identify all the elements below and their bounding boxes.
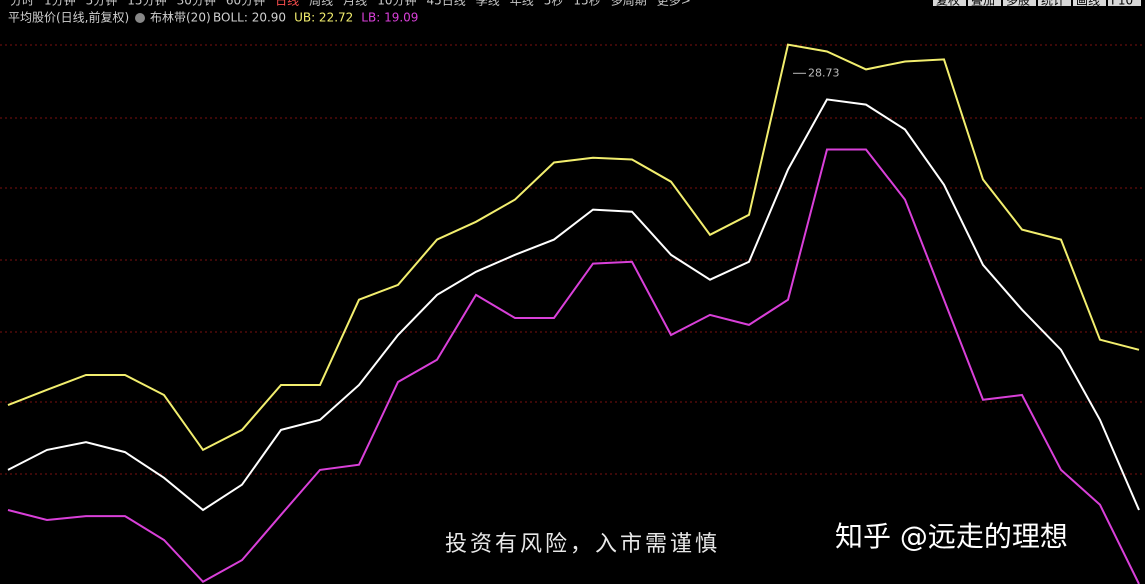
period-tab[interactable]: 1分钟 — [44, 0, 76, 8]
period-tab[interactable]: 更多> — [657, 0, 691, 8]
tool-label[interactable]: 多股 — [1006, 0, 1030, 8]
tool-button[interactable] — [933, 0, 966, 6]
risk-watermark: 投资有风险，入市需谨慎 — [445, 532, 720, 557]
tool-label[interactable]: 统计 — [1041, 0, 1065, 8]
high-label: 28.73 — [808, 66, 840, 79]
period-tab[interactable]: 季线 — [476, 0, 500, 8]
period-tab[interactable]: 15秒 — [573, 0, 600, 8]
chart-title: 平均股价(日线,前复权) — [8, 10, 129, 25]
tool-button[interactable] — [1003, 0, 1036, 6]
period-tab[interactable]: 5分钟 — [86, 0, 118, 8]
period-tab[interactable]: 15分钟 — [127, 0, 166, 8]
period-tab[interactable]: 60分钟 — [226, 0, 265, 8]
tool-button[interactable] — [1108, 0, 1141, 6]
grid — [0, 44, 1145, 475]
legend-entry: BOLL: 20.90 — [213, 11, 286, 25]
band-line — [7, 43, 1140, 452]
tool-label[interactable]: 复权 — [936, 0, 960, 8]
period-tab[interactable]: 5秒 — [544, 0, 564, 8]
tool-label[interactable]: 画线 — [1076, 0, 1100, 8]
period-tab[interactable]: 30分钟 — [177, 0, 216, 8]
legend-entry: LB: 19.09 — [361, 11, 418, 25]
settings-icon[interactable] — [135, 13, 145, 23]
tool-button[interactable] — [1073, 0, 1106, 6]
period-tab[interactable]: 日线 — [275, 0, 299, 8]
band-line — [7, 148, 1140, 584]
legend-entry: UB: 22.72 — [294, 11, 353, 25]
period-tab[interactable]: 多周期 — [611, 0, 647, 8]
band-line — [7, 98, 1140, 512]
period-tab[interactable]: 年线 — [510, 0, 534, 8]
period-tab[interactable]: 周线 — [309, 0, 333, 8]
tool-label[interactable]: 叠加 — [971, 0, 995, 8]
period-tab[interactable]: 45日线 — [426, 0, 465, 8]
period-tab[interactable]: 分时 — [10, 0, 34, 8]
period-tab[interactable]: 10分钟 — [377, 0, 416, 8]
legend: 平均股价(日线,前复权) 布林带(20) BOLL: 20.90 UB: 22.7… — [8, 10, 418, 25]
plot: 28.73 — [7, 43, 1140, 584]
tool-button[interactable] — [968, 0, 1001, 6]
toolbar: 分时 1分钟 5分钟 15分钟 30分钟 60分钟 日线 周线 月线 10分钟 45日线 季线 年线 5秒… — [10, 0, 1141, 8]
source-watermark: 知乎 @远走的理想 — [835, 520, 1068, 553]
tool-label[interactable]: F10 — [1111, 0, 1133, 8]
tool-button[interactable] — [1038, 0, 1071, 6]
indicator-name: 布林带(20) — [150, 11, 211, 25]
period-tab[interactable]: 月线 — [343, 0, 367, 8]
